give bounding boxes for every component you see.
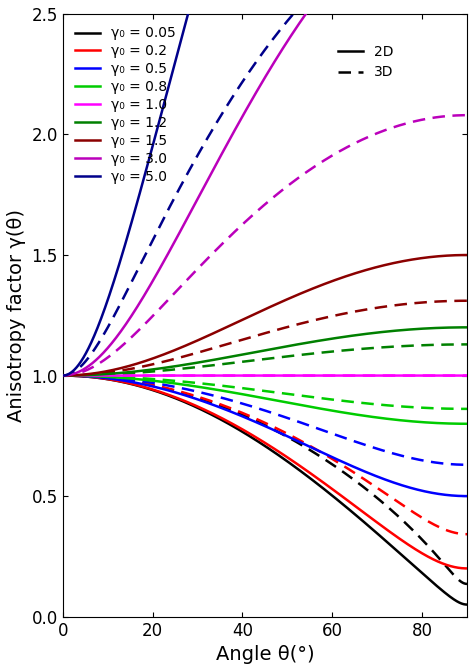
Legend: 2D, 3D: 2D, 3D [333, 39, 399, 85]
Y-axis label: Anisotropy factor γ(θ): Anisotropy factor γ(θ) [7, 209, 26, 422]
X-axis label: Angle θ(°): Angle θ(°) [216, 645, 314, 664]
